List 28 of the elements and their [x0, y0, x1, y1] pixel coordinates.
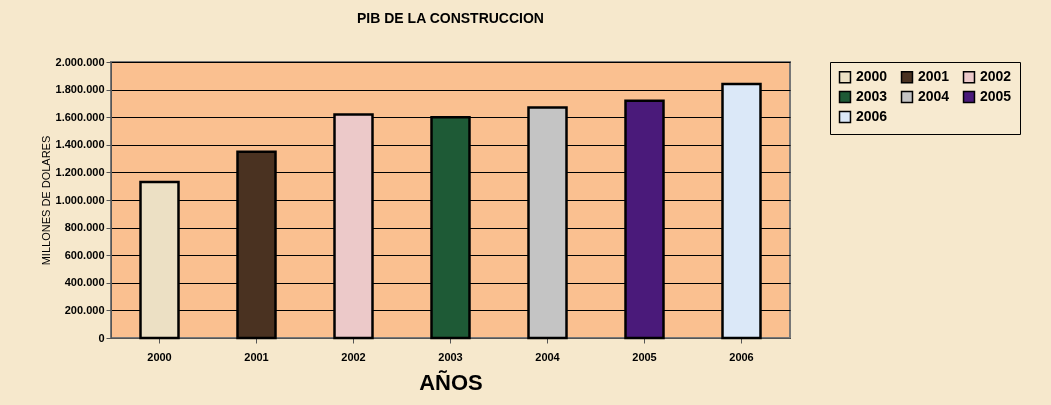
x-tick-label: 2004	[535, 350, 561, 363]
x-tick-label: 2006	[729, 350, 754, 363]
legend-label: 2003	[856, 88, 888, 104]
y-tick-label: 200.000	[64, 303, 105, 316]
y-tick-label: 1.000.000	[55, 193, 105, 206]
y-tick-label: 400.000	[64, 276, 105, 289]
y-tick-label: 1.200.000	[55, 165, 105, 178]
x-tick-label: 2000	[147, 350, 172, 363]
legend-label: 2004	[918, 88, 950, 104]
y-axis-title: MILLONES DE DOLARES	[39, 135, 52, 266]
x-axis-title: AÑOS	[419, 369, 483, 395]
y-tick-label: 0	[98, 331, 105, 344]
legend-label: 2001	[918, 68, 950, 85]
legend-label: 2000	[856, 68, 888, 85]
x-tick-label: 2002	[341, 350, 366, 363]
y-tick-label: 800.000	[64, 221, 105, 234]
x-tick-label: 2005	[632, 350, 657, 363]
x-tick-label: 2001	[244, 350, 269, 363]
legend-label: 2002	[980, 68, 1012, 85]
chart-title: PIB DE LA CONSTRUCCION	[357, 10, 544, 26]
y-tick-label: 1.800.000	[55, 83, 105, 96]
y-tick-label: 1.400.000	[55, 138, 105, 151]
y-tick-label: 1.600.000	[55, 110, 105, 123]
legend-label: 2006	[856, 108, 888, 124]
y-tick-label: 2.000.000	[55, 55, 105, 68]
x-tick-label: 2003	[438, 350, 463, 363]
y-tick-label: 600.000	[64, 248, 105, 261]
legend-label: 2005	[980, 88, 1012, 104]
